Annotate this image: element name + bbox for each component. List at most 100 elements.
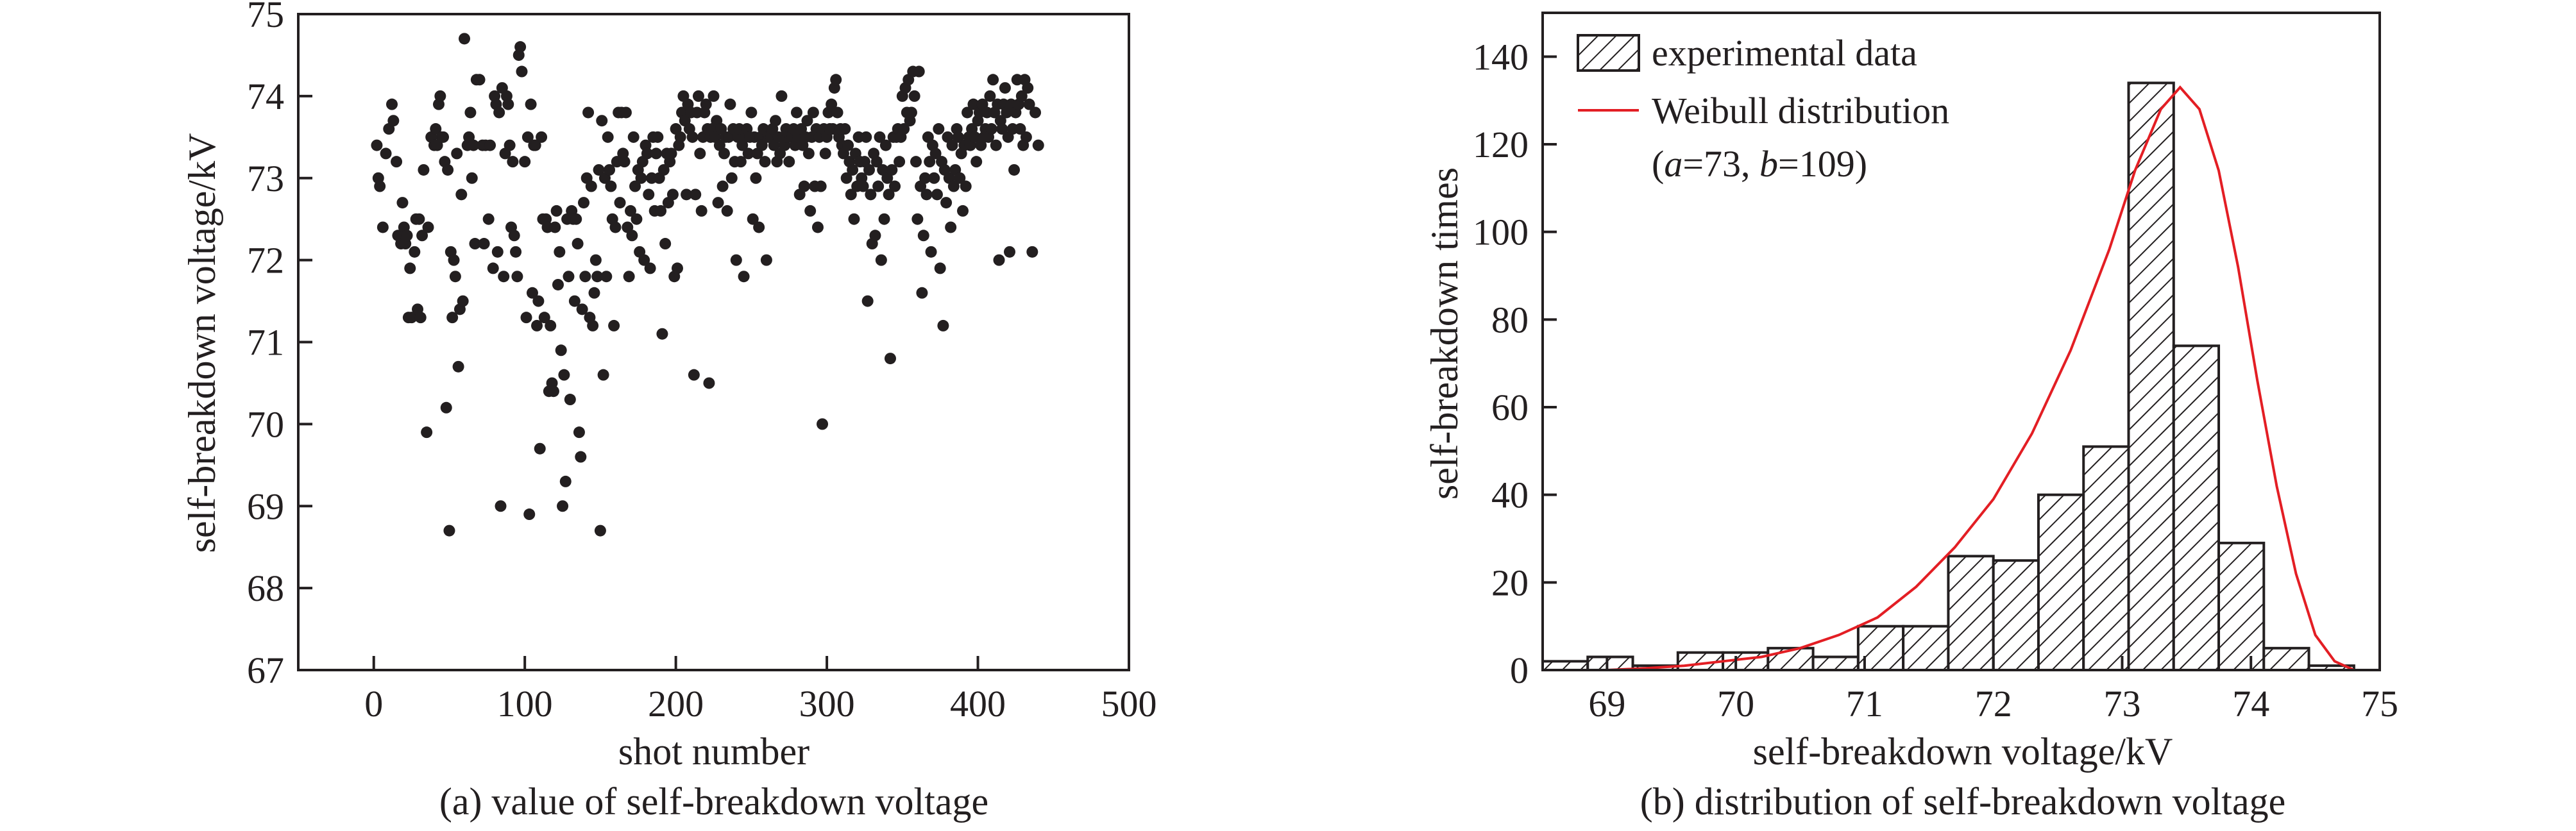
scatter-point <box>721 205 733 217</box>
scatter-point <box>588 287 600 299</box>
scatter-point <box>600 271 613 283</box>
scatter-point <box>783 156 795 168</box>
scatter-point <box>1026 246 1038 258</box>
scatter-point <box>568 295 580 307</box>
scatter-point <box>686 131 699 143</box>
scatter-point <box>694 147 706 160</box>
histogram-panel: 0 20 40 60 80 100 120 140 69 70 71 72 73 74 75 experi… <box>1423 12 2398 823</box>
scatter-point <box>521 131 534 143</box>
histogram-y-ticks: 0 20 40 60 80 100 120 140 <box>1473 36 1557 691</box>
scatter-point <box>538 312 550 324</box>
scatter-point <box>380 147 392 160</box>
scatter-point <box>872 180 885 192</box>
scatter-point <box>440 401 452 414</box>
scatter-point <box>573 426 585 439</box>
scatter-point <box>405 312 418 324</box>
scatter-point <box>753 221 765 233</box>
scatter-point <box>618 156 631 168</box>
scatter-point <box>908 90 920 102</box>
scatter-point <box>842 139 854 151</box>
scatter-point <box>1008 164 1021 176</box>
histogram-y-tick-label: 100 <box>1473 212 1529 253</box>
histogram-bar <box>2037 493 2085 670</box>
histogram-y-tick-label: 20 <box>1491 562 1529 603</box>
scatter-point <box>759 156 771 168</box>
scatter-point <box>396 197 409 209</box>
histogram-y-tick-label: 60 <box>1491 387 1529 428</box>
scatter-point <box>845 189 857 201</box>
histogram-x-tick-label: 69 <box>1588 683 1625 725</box>
scatter-point <box>409 246 421 258</box>
histogram-bars <box>1543 81 2355 670</box>
scatter-point <box>947 180 960 192</box>
scatter-point <box>857 180 869 192</box>
scatter-point <box>422 221 434 233</box>
scatter-point <box>620 106 632 119</box>
scatter-point <box>418 164 430 176</box>
scatter-point <box>655 205 667 217</box>
legend-fit-label: Weibull distribution <box>1652 90 1949 131</box>
scatter-point <box>484 139 496 151</box>
scatter-point <box>1014 123 1026 135</box>
scatter-point <box>578 197 590 209</box>
scatter-point <box>811 221 824 233</box>
scatter-point <box>587 319 599 332</box>
scatter-point <box>604 164 616 176</box>
scatter-point <box>377 221 389 233</box>
scatter-point <box>491 246 504 258</box>
scatter-point <box>536 131 548 143</box>
scatter-x-tick-label: 300 <box>799 683 855 725</box>
scatter-point <box>386 98 398 110</box>
scatter-point <box>1030 106 1042 119</box>
scatter-point <box>865 189 877 201</box>
scatter-points <box>371 33 1044 537</box>
scatter-point <box>387 115 400 127</box>
scatter-point <box>801 115 813 127</box>
scatter-point <box>529 139 541 151</box>
histogram-bar <box>1543 660 1589 670</box>
scatter-x-tick-label: 400 <box>950 683 1006 725</box>
scatter-point <box>582 106 595 119</box>
scatter-point <box>798 180 810 192</box>
scatter-point <box>641 147 653 160</box>
scatter-point <box>712 197 724 209</box>
scatter-point <box>756 139 768 151</box>
scatter-point <box>987 74 999 86</box>
scatter-point <box>819 147 831 160</box>
scatter-point <box>999 82 1011 94</box>
scatter-y-tick-label: 71 <box>247 322 284 364</box>
histogram-ylabel: self-breakdown times <box>1423 167 1466 499</box>
scatter-point <box>507 156 519 168</box>
scatter-point <box>434 90 446 102</box>
scatter-point <box>692 90 704 102</box>
histogram-bar <box>2217 541 2266 670</box>
scatter-point <box>869 230 881 242</box>
scatter-point <box>511 271 523 283</box>
histogram-bar <box>1811 655 1860 670</box>
scatter-point <box>985 123 997 135</box>
scatter-point <box>804 205 817 217</box>
scatter-y-tick-label: 73 <box>247 158 284 199</box>
scatter-point <box>967 98 979 110</box>
histogram-x-tick-label: 72 <box>1975 683 2012 725</box>
scatter-point <box>952 131 964 143</box>
scatter-point <box>487 262 499 274</box>
histogram-y-tick-label: 120 <box>1473 124 1529 165</box>
scatter-point <box>954 172 966 184</box>
scatter-point <box>919 172 931 184</box>
scatter-point <box>738 271 750 283</box>
scatter-point <box>626 230 638 242</box>
histogram-bar <box>2262 646 2310 670</box>
scatter-point <box>934 262 946 274</box>
scatter-point <box>945 221 957 233</box>
scatter-y-ticks: 67 68 69 70 71 72 73 74 75 <box>247 0 312 691</box>
scatter-point <box>861 295 874 307</box>
scatter-point <box>993 254 1005 266</box>
scatter-point <box>826 98 838 110</box>
scatter-point <box>724 98 736 110</box>
scatter-point <box>659 238 672 250</box>
scatter-point <box>970 156 983 168</box>
scatter-point <box>401 230 413 242</box>
histogram-bar <box>1992 559 2040 670</box>
